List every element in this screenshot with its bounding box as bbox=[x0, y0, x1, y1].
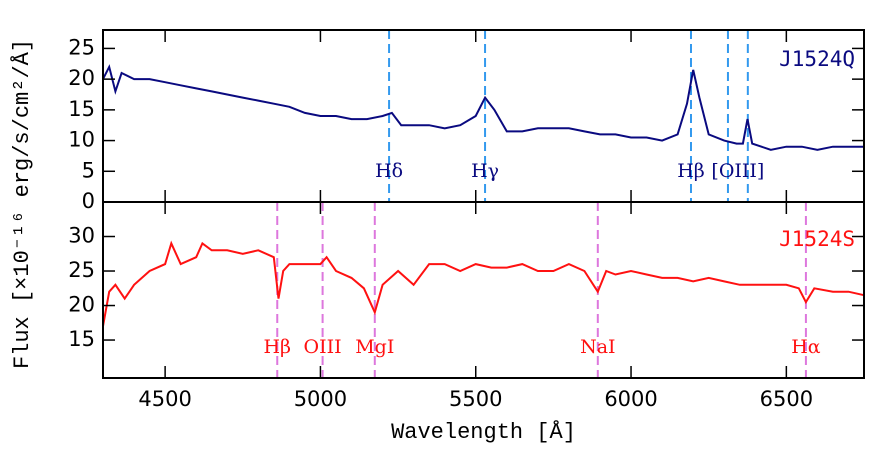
y-tick-label: 20 bbox=[68, 293, 95, 317]
x-tick-label: 6000 bbox=[604, 387, 657, 411]
line-label: Hα bbox=[791, 336, 821, 358]
line-label: Hδ bbox=[375, 160, 403, 182]
y-tick-label: 15 bbox=[68, 97, 95, 121]
line-label: NaI bbox=[580, 336, 615, 358]
y-tick-label: 5 bbox=[82, 158, 95, 182]
x-tick-label: 5000 bbox=[294, 387, 347, 411]
line-label: MgI bbox=[355, 336, 394, 358]
x-axis-label: Wavelength [Å] bbox=[391, 419, 576, 445]
y-tick-label: 15 bbox=[68, 327, 95, 351]
y-axis-label: Flux [×10⁻¹⁶ erg/s/cm²/Å] bbox=[9, 39, 35, 369]
x-tick-label: 4500 bbox=[138, 387, 191, 411]
line-label: [OIII] bbox=[711, 160, 764, 182]
line-label: Hβ bbox=[677, 160, 705, 182]
y-tick-label: 0 bbox=[82, 189, 95, 213]
y-tick-label: 25 bbox=[68, 258, 95, 282]
series-label: J1524Q bbox=[779, 47, 855, 71]
y-tick-label: 20 bbox=[68, 66, 95, 90]
line-label: OIII bbox=[304, 336, 342, 358]
y-tick-label: 25 bbox=[68, 35, 95, 59]
x-tick-label: 5500 bbox=[449, 387, 502, 411]
spectrum-line bbox=[102, 240, 865, 327]
plot-frame bbox=[102, 201, 865, 379]
line-label: Hβ bbox=[263, 336, 291, 358]
x-tick-label: 6500 bbox=[760, 387, 813, 411]
y-tick-label: 30 bbox=[68, 224, 95, 248]
spectrum-line bbox=[102, 64, 864, 151]
series-label: J1524S bbox=[779, 227, 855, 251]
line-label: Hγ bbox=[471, 160, 499, 182]
y-tick-label: 10 bbox=[68, 128, 95, 152]
